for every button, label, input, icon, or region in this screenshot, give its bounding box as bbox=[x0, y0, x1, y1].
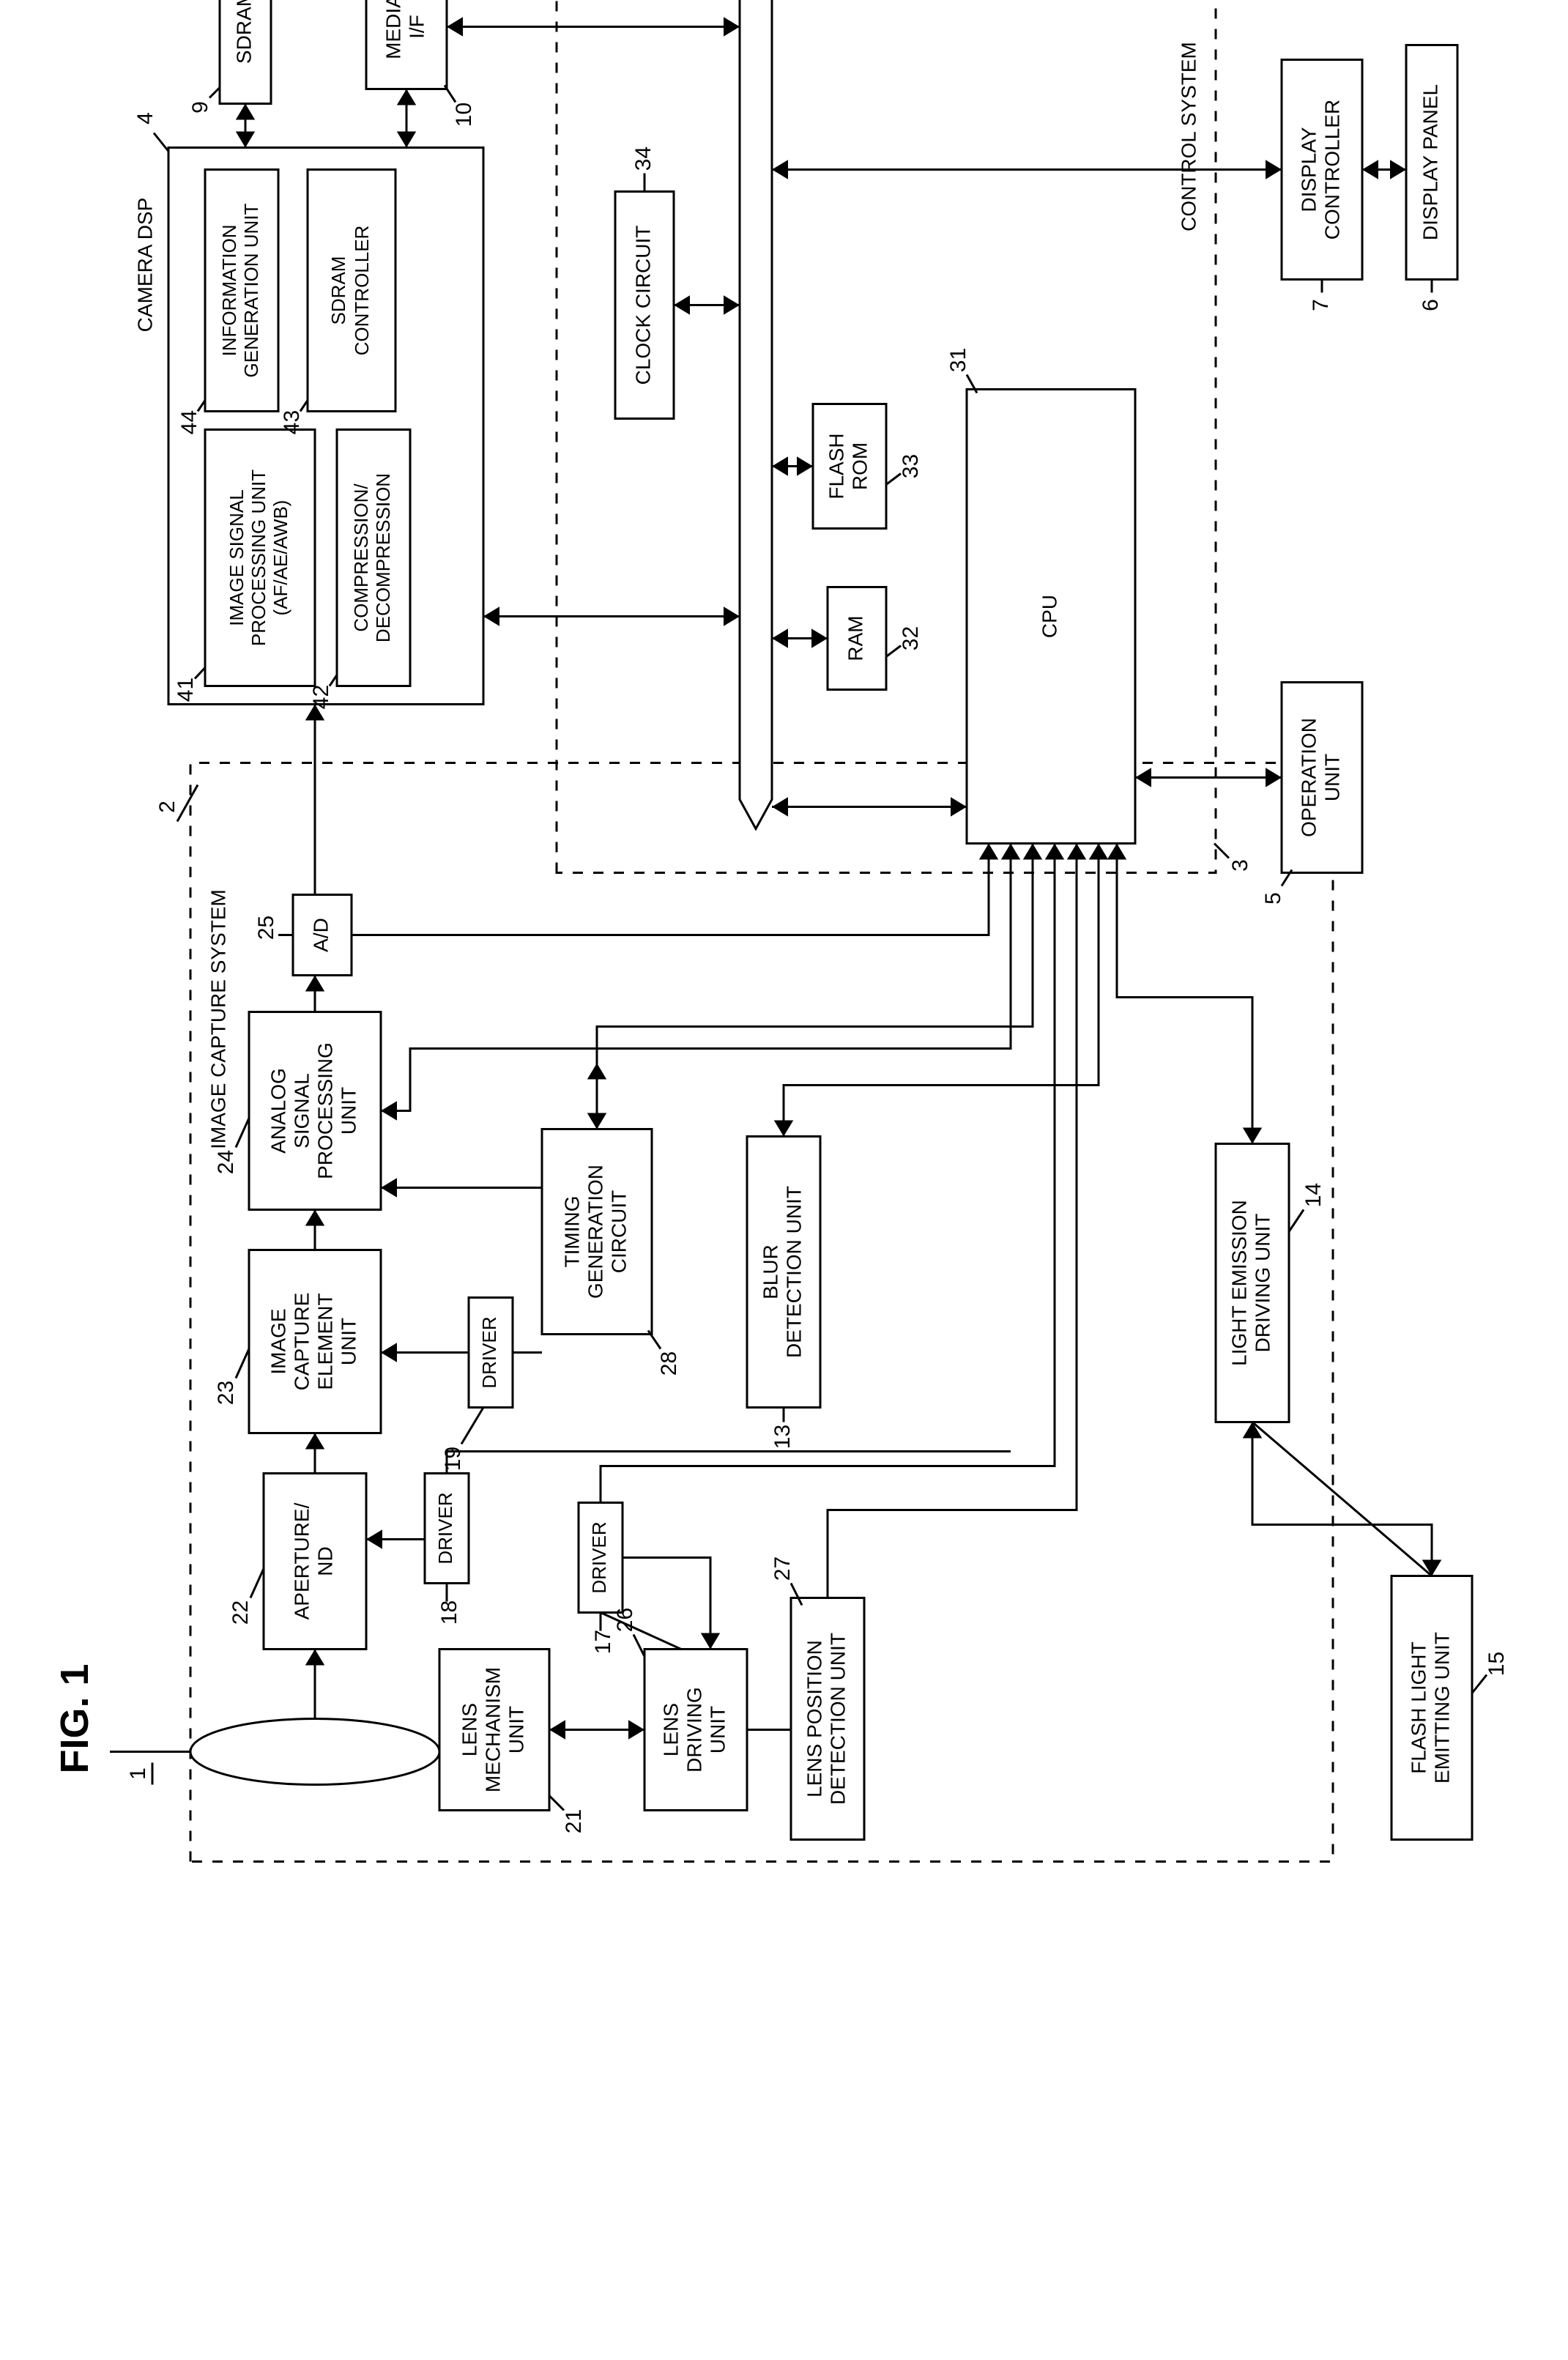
svg-text:32: 32 bbox=[899, 626, 923, 650]
svg-text:27: 27 bbox=[770, 1556, 795, 1581]
svg-text:FIG. 1: FIG. 1 bbox=[53, 1663, 97, 1773]
svg-text:PROCESSING: PROCESSING bbox=[313, 1042, 336, 1179]
svg-text:MECHANISM: MECHANISM bbox=[481, 1667, 504, 1792]
svg-text:6: 6 bbox=[1419, 299, 1443, 311]
svg-text:INFORMATION: INFORMATION bbox=[218, 224, 240, 356]
svg-text:IMAGE CAPTURE SYSTEM: IMAGE CAPTURE SYSTEM bbox=[207, 889, 229, 1149]
svg-text:DRIVER: DRIVER bbox=[478, 1316, 500, 1388]
svg-text:UNIT: UNIT bbox=[1320, 754, 1343, 801]
svg-text:4: 4 bbox=[133, 112, 157, 125]
svg-text:DRIVING UNIT: DRIVING UNIT bbox=[1251, 1214, 1274, 1353]
svg-text:DECOMPRESSION: DECOMPRESSION bbox=[372, 473, 394, 642]
svg-text:UNIT: UNIT bbox=[337, 1318, 360, 1365]
svg-text:LENS POSITION: LENS POSITION bbox=[803, 1640, 825, 1797]
svg-text:2: 2 bbox=[155, 801, 179, 813]
svg-text:APERTURE/: APERTURE/ bbox=[290, 1502, 313, 1619]
svg-text:CPU: CPU bbox=[1038, 595, 1060, 638]
svg-text:COMPRESSION/: COMPRESSION/ bbox=[350, 483, 372, 632]
svg-text:19: 19 bbox=[441, 1447, 465, 1471]
svg-text:7: 7 bbox=[1309, 299, 1333, 311]
svg-text:LENS: LENS bbox=[659, 1703, 682, 1756]
svg-text:1: 1 bbox=[126, 1767, 150, 1780]
svg-text:24: 24 bbox=[214, 1150, 238, 1174]
svg-text:3: 3 bbox=[1228, 859, 1252, 872]
svg-text:DETECTION UNIT: DETECTION UNIT bbox=[782, 1186, 805, 1358]
svg-text:(AF/AE/AWB): (AF/AE/AWB) bbox=[270, 500, 291, 616]
svg-text:10: 10 bbox=[452, 103, 476, 127]
svg-text:CAPTURE: CAPTURE bbox=[290, 1293, 313, 1391]
svg-text:25: 25 bbox=[254, 916, 278, 940]
svg-text:FLASH LIGHT: FLASH LIGHT bbox=[1407, 1641, 1430, 1773]
svg-text:DRIVER: DRIVER bbox=[434, 1492, 456, 1564]
svg-text:CONTROLLER: CONTROLLER bbox=[351, 226, 373, 356]
svg-text:DETECTION UNIT: DETECTION UNIT bbox=[826, 1633, 849, 1805]
svg-text:EMITTING UNIT: EMITTING UNIT bbox=[1430, 1632, 1453, 1784]
svg-text:31: 31 bbox=[946, 348, 970, 372]
svg-text:34: 34 bbox=[631, 146, 655, 171]
svg-text:15: 15 bbox=[1485, 1652, 1509, 1676]
svg-text:GENERATION UNIT: GENERATION UNIT bbox=[240, 203, 262, 377]
svg-text:41: 41 bbox=[174, 678, 198, 702]
svg-text:CIRCUIT: CIRCUIT bbox=[607, 1190, 630, 1274]
svg-text:LIGHT EMISSION: LIGHT EMISSION bbox=[1227, 1200, 1250, 1366]
svg-text:DRIVING: DRIVING bbox=[683, 1687, 705, 1773]
svg-text:43: 43 bbox=[280, 410, 304, 434]
svg-text:SIGNAL: SIGNAL bbox=[290, 1073, 313, 1149]
svg-text:ROM: ROM bbox=[848, 442, 871, 490]
svg-text:42: 42 bbox=[309, 685, 333, 709]
svg-text:DRIVER: DRIVER bbox=[588, 1521, 610, 1593]
svg-text:DISPLAY PANEL: DISPLAY PANEL bbox=[1419, 84, 1441, 240]
svg-text:SDRAM: SDRAM bbox=[232, 0, 255, 64]
svg-text:DISPLAY: DISPLAY bbox=[1297, 127, 1320, 212]
svg-text:23: 23 bbox=[214, 1381, 238, 1405]
svg-text:18: 18 bbox=[437, 1600, 461, 1625]
svg-text:CAMERA DSP: CAMERA DSP bbox=[133, 198, 156, 333]
svg-text:22: 22 bbox=[228, 1600, 253, 1625]
svg-text:33: 33 bbox=[899, 454, 923, 478]
svg-text:ANALOG: ANALOG bbox=[267, 1068, 289, 1154]
svg-text:IMAGE SIGNAL: IMAGE SIGNAL bbox=[226, 489, 248, 626]
svg-text:GENERATION: GENERATION bbox=[584, 1165, 606, 1299]
svg-text:UNIT: UNIT bbox=[706, 1706, 729, 1754]
svg-text:FLASH: FLASH bbox=[825, 433, 847, 499]
svg-text:SDRAM: SDRAM bbox=[327, 256, 349, 325]
svg-text:CONTROL SYSTEM: CONTROL SYSTEM bbox=[1177, 42, 1200, 231]
svg-text:LENS: LENS bbox=[458, 1703, 480, 1756]
svg-text:14: 14 bbox=[1301, 1183, 1326, 1207]
svg-text:BLUR: BLUR bbox=[759, 1244, 781, 1299]
svg-text:44: 44 bbox=[177, 410, 201, 434]
svg-text:13: 13 bbox=[770, 1425, 795, 1449]
svg-text:PROCESSING UNIT: PROCESSING UNIT bbox=[248, 470, 270, 646]
svg-text:28: 28 bbox=[657, 1351, 681, 1376]
svg-text:CLOCK CIRCUIT: CLOCK CIRCUIT bbox=[631, 226, 654, 385]
svg-text:TIMING: TIMING bbox=[560, 1196, 583, 1268]
svg-text:OPERATION: OPERATION bbox=[1297, 718, 1320, 837]
svg-text:ND: ND bbox=[313, 1546, 336, 1576]
svg-text:RAM: RAM bbox=[844, 615, 866, 661]
svg-text:MEDIA: MEDIA bbox=[382, 0, 404, 59]
svg-text:5: 5 bbox=[1261, 892, 1285, 905]
svg-text:17: 17 bbox=[591, 1630, 615, 1654]
svg-text:UNIT: UNIT bbox=[505, 1706, 527, 1754]
svg-text:UNIT: UNIT bbox=[337, 1087, 360, 1135]
svg-text:9: 9 bbox=[188, 101, 212, 114]
svg-text:A/D: A/D bbox=[309, 918, 332, 952]
svg-text:IMAGE: IMAGE bbox=[267, 1308, 289, 1374]
svg-text:CONTROLLER: CONTROLLER bbox=[1320, 100, 1343, 240]
svg-text:21: 21 bbox=[562, 1809, 586, 1833]
svg-text:I/F: I/F bbox=[405, 15, 428, 39]
svg-text:ELEMENT: ELEMENT bbox=[313, 1293, 336, 1389]
